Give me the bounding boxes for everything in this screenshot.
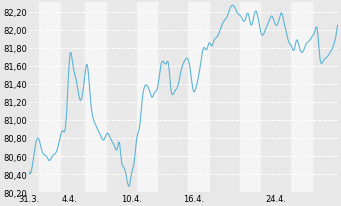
Bar — [240, 4, 260, 192]
Bar — [188, 4, 209, 192]
Bar — [291, 4, 312, 192]
Bar — [85, 4, 106, 192]
Bar — [137, 4, 158, 192]
Bar — [39, 4, 60, 192]
